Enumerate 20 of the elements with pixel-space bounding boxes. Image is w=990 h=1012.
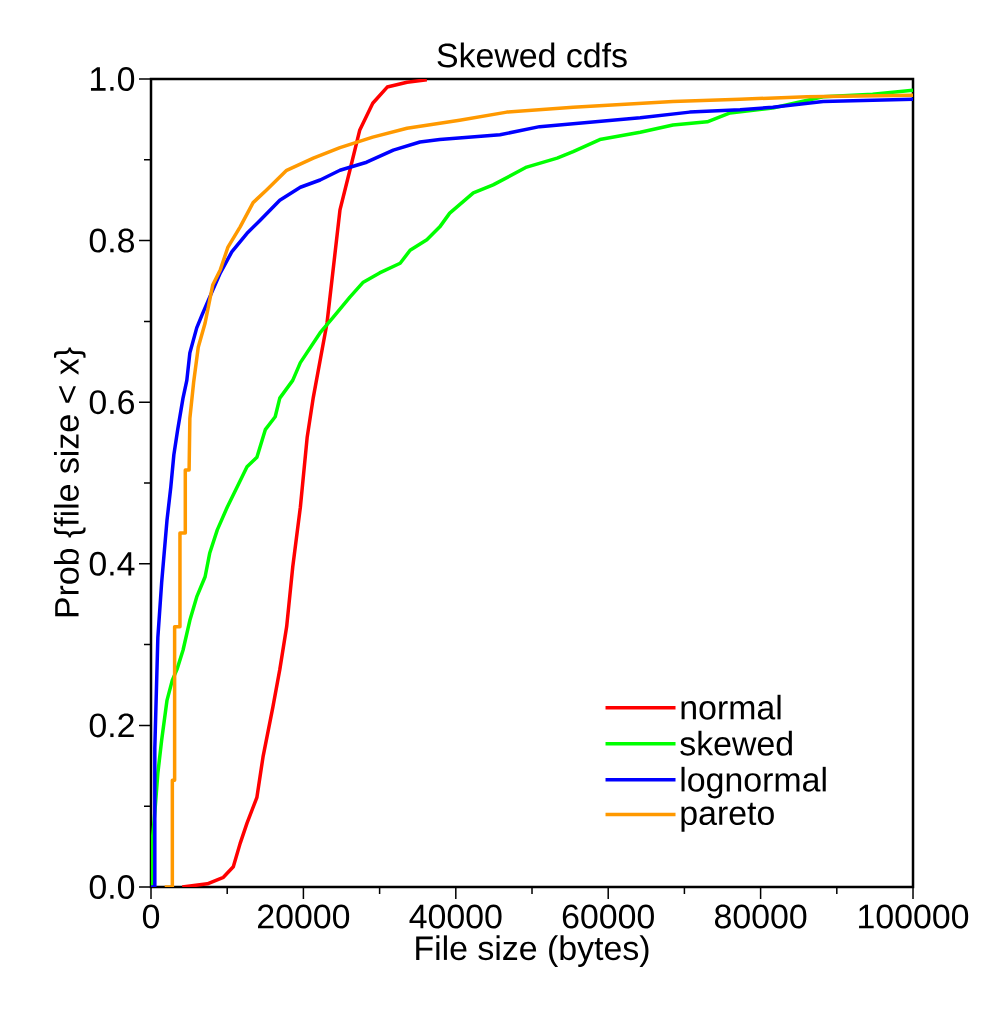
x-tick-label: 40000 xyxy=(409,904,502,929)
legend-label: lognormal xyxy=(681,766,826,799)
y-axis-title: Prob {file size < x} xyxy=(53,347,86,617)
y-tick-label: 0.2 xyxy=(89,713,134,738)
y-tick-label: 0.4 xyxy=(89,551,135,576)
y-tick-label: 1.0 xyxy=(90,66,135,91)
legend-label: pareto xyxy=(681,802,774,832)
y-tick-label: 0.6 xyxy=(89,390,134,415)
chart-title: Skewed cdfs xyxy=(437,42,627,68)
x-tick-label: 60000 xyxy=(562,904,654,929)
line-series xyxy=(180,78,429,887)
y-tick-label: 0.0 xyxy=(89,875,135,899)
x-axis-title: File size (bytes) xyxy=(416,935,649,967)
legend-label: normal xyxy=(681,694,781,720)
legend-label: skewed xyxy=(680,730,792,756)
x-tick-label: 20000 xyxy=(258,904,350,929)
y-tick-label: 0.8 xyxy=(89,228,135,253)
x-tick-label: 80000 xyxy=(714,904,807,929)
x-tick-label: 0 xyxy=(142,904,160,929)
x-tick-label: 100000 xyxy=(859,904,969,929)
